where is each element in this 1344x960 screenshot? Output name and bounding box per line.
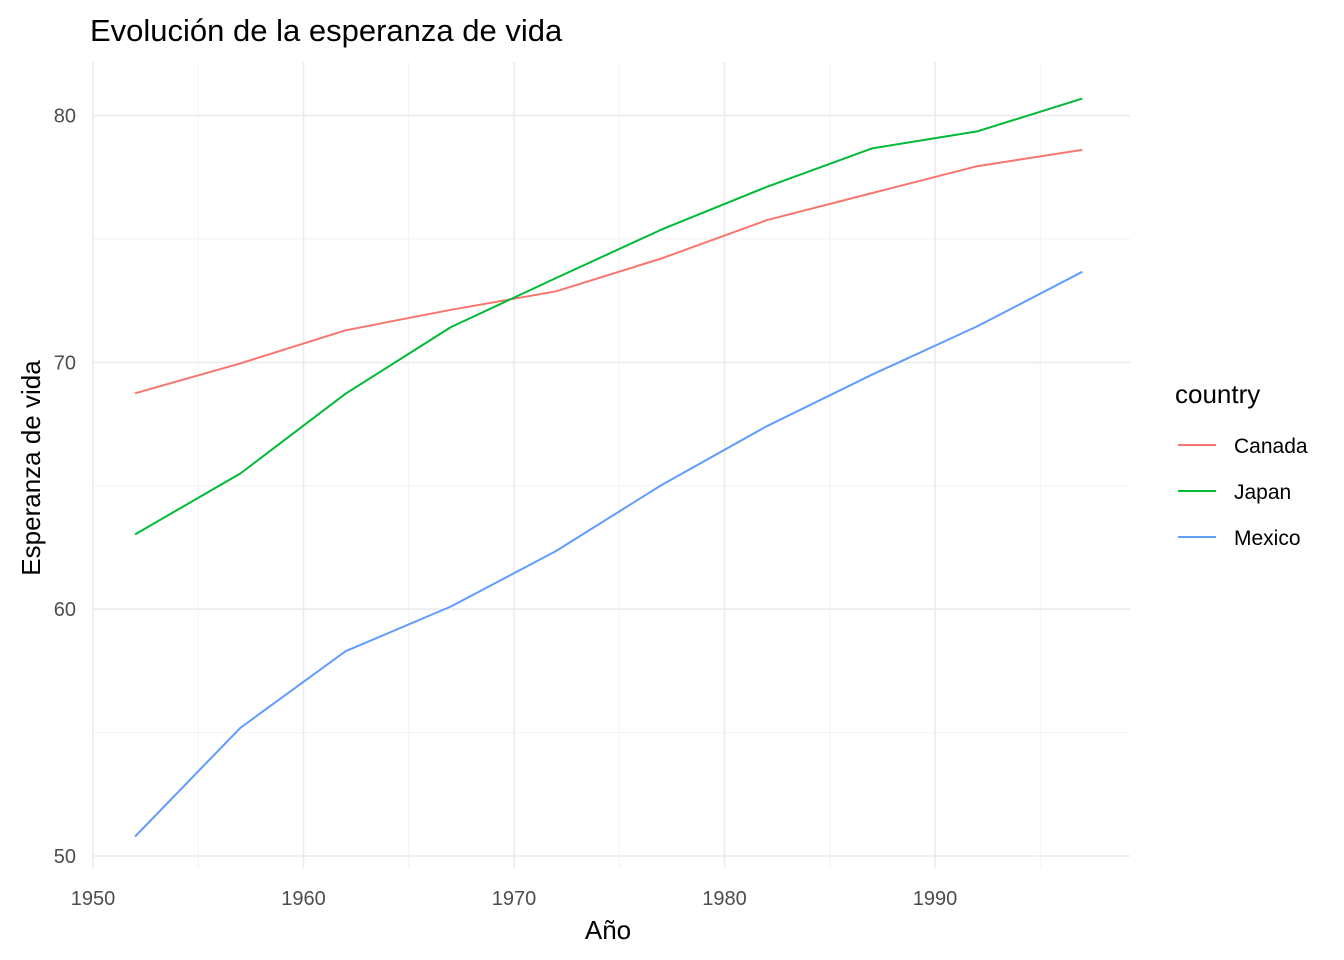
x-tick-label: 1970 xyxy=(492,888,537,910)
legend-label-mexico: Mexico xyxy=(1234,527,1301,550)
grid xyxy=(92,62,1130,868)
y-axis-ticks: 50 60 70 80 xyxy=(54,106,76,868)
x-tick-label: 1990 xyxy=(913,888,958,910)
legend-label-japan: Japan xyxy=(1234,481,1291,504)
x-tick-label: 1980 xyxy=(702,888,747,910)
series-line-mexico xyxy=(134,270,1083,838)
y-tick-label: 60 xyxy=(54,599,76,621)
x-tick-label: 1960 xyxy=(281,888,326,910)
series-line-japan xyxy=(134,97,1083,536)
x-tick-label: 1950 xyxy=(71,888,116,910)
chart-title: Evolución de la esperanza de vida xyxy=(90,13,563,48)
y-axis-title: Esperanza de vida xyxy=(16,360,46,576)
legend-label-canada: Canada xyxy=(1234,435,1308,458)
legend-title: country xyxy=(1175,379,1260,409)
y-tick-label: 80 xyxy=(54,106,76,128)
x-axis-title: Año xyxy=(585,915,631,945)
y-tick-label: 70 xyxy=(54,352,76,374)
series-line-canada xyxy=(134,148,1083,395)
legend: country Canada Japan Mexico xyxy=(1175,379,1308,550)
x-axis-ticks: 1950 1960 1970 1980 1990 xyxy=(71,888,958,910)
series-lines xyxy=(134,97,1083,838)
y-tick-label: 50 xyxy=(54,846,76,868)
